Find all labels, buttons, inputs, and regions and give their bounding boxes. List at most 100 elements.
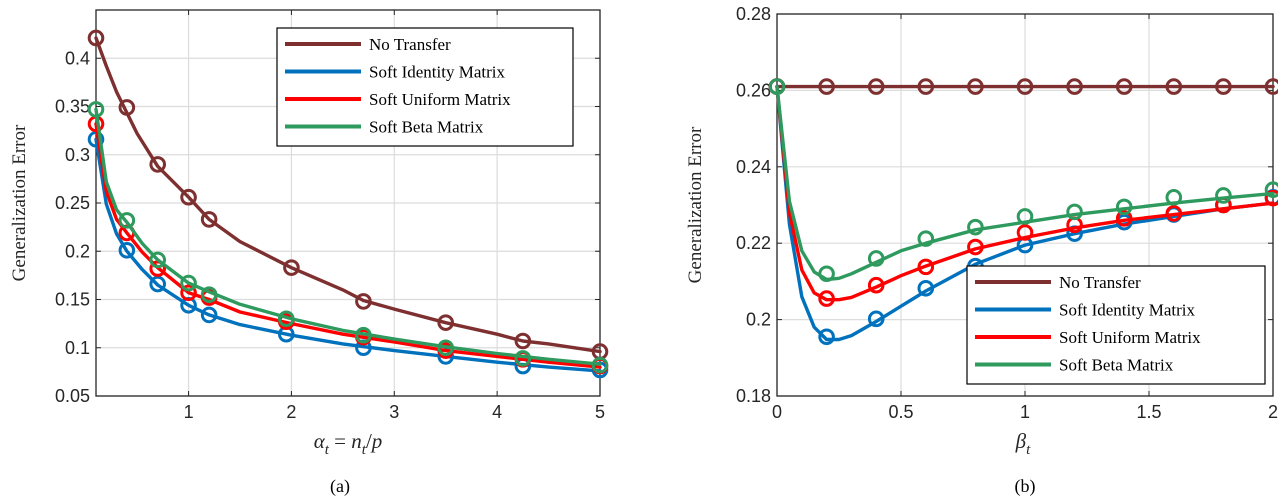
panel-b: 0 0.5 1 1.5 2 0.18 0.2 0.22 0.24 0.26 0.28 General… bbox=[685, 4, 1278, 497]
data-point-soft-beta-matrix bbox=[437, 339, 455, 357]
data-point-no-transfer bbox=[180, 188, 197, 206]
data-point-soft-uniform-matrix bbox=[1264, 189, 1278, 207]
y-tick-label: 0.26 bbox=[736, 80, 771, 100]
data-point-no-transfer bbox=[1215, 78, 1232, 95]
data-point-soft-uniform-matrix bbox=[967, 238, 984, 256]
y-tick-label: 0.28 bbox=[736, 4, 771, 24]
data-point-soft-identity-matrix bbox=[200, 306, 218, 324]
x-tick-label: 0.5 bbox=[888, 402, 913, 422]
series-line-soft-identity-matrix bbox=[94, 137, 602, 373]
caption-b: (b) bbox=[1015, 476, 1036, 497]
data-point-soft-beta-matrix bbox=[1215, 187, 1232, 204]
y-tick-label: 0.05 bbox=[55, 386, 90, 406]
data-point-no-transfer bbox=[1066, 78, 1083, 95]
data-point-no-transfer bbox=[355, 293, 372, 310]
x-tick-label: 1 bbox=[1020, 402, 1030, 422]
legend-a: No Transfer Soft Identity Matrix Soft Unif… bbox=[276, 27, 574, 147]
data-point-soft-beta-matrix bbox=[867, 250, 885, 267]
caption-a: (a) bbox=[330, 476, 350, 497]
legend-label: Soft Beta Matrix bbox=[369, 118, 484, 137]
data-point-soft-beta-matrix bbox=[149, 251, 167, 269]
data-point-soft-uniform-matrix bbox=[1165, 205, 1183, 222]
data-point-no-transfer bbox=[87, 29, 105, 47]
panel-a: 1 2 3 4 5 0.05 0.1 0.15 0.2 0.25 0.3 0.35 0.4 Genera… bbox=[9, 9, 609, 497]
legend-label: Soft Identity Matrix bbox=[1059, 301, 1195, 320]
x-axis-label-b: βt bbox=[1015, 429, 1031, 458]
legend-b: No Transfer Soft Identity Matrix Soft Unif… bbox=[966, 265, 1266, 385]
x-tick-label: 3 bbox=[389, 402, 399, 422]
series-line-soft-beta-matrix bbox=[94, 107, 602, 366]
x-tick-label: 0 bbox=[772, 402, 782, 422]
data-point-no-transfer bbox=[283, 259, 300, 276]
data-point-no-transfer bbox=[1165, 78, 1183, 95]
y-tick-label: 0.24 bbox=[736, 157, 771, 177]
series-b bbox=[768, 78, 1278, 346]
data-point-no-transfer bbox=[967, 78, 984, 95]
series-line-no-transfer bbox=[94, 36, 602, 354]
data-point-soft-beta-matrix bbox=[1066, 203, 1083, 221]
data-point-soft-beta-matrix bbox=[514, 350, 532, 367]
data-point-soft-beta-matrix bbox=[180, 274, 197, 292]
data-point-soft-beta-matrix bbox=[87, 101, 105, 118]
data-point-soft-beta-matrix bbox=[1016, 208, 1034, 225]
y-tick-label: 0.3 bbox=[65, 145, 90, 165]
data-point-no-transfer bbox=[200, 211, 218, 228]
data-point-soft-beta-matrix bbox=[1165, 189, 1183, 206]
data-point-no-transfer bbox=[1264, 78, 1278, 95]
legend-label: Soft Beta Matrix bbox=[1059, 356, 1174, 375]
data-point-no-transfer bbox=[1115, 78, 1133, 95]
data-point-no-transfer bbox=[514, 332, 532, 350]
y-tick-label: 0.18 bbox=[736, 386, 771, 406]
data-point-no-transfer bbox=[818, 78, 835, 95]
data-point-soft-beta-matrix bbox=[591, 356, 609, 374]
data-point-soft-uniform-matrix bbox=[1115, 210, 1133, 227]
data-point-soft-beta-matrix bbox=[1115, 198, 1133, 216]
series-line-soft-beta-matrix bbox=[775, 84, 1275, 282]
data-point-soft-beta-matrix bbox=[967, 218, 984, 236]
data-point-no-transfer bbox=[149, 156, 167, 173]
data-point-no-transfer bbox=[437, 314, 455, 331]
data-point-soft-beta-matrix bbox=[355, 326, 372, 344]
y-tick-label: 0.25 bbox=[55, 193, 90, 213]
legend-label: Soft Uniform Matrix bbox=[1059, 328, 1201, 347]
data-point-no-transfer bbox=[118, 99, 136, 116]
x-axis-label-a: αt = nt/p bbox=[314, 429, 383, 458]
data-point-soft-beta-matrix bbox=[1264, 181, 1278, 199]
data-point-soft-uniform-matrix bbox=[867, 276, 885, 294]
data-point-no-transfer bbox=[1016, 78, 1034, 95]
series-line-soft-identity-matrix bbox=[775, 84, 1275, 342]
data-point-soft-beta-matrix bbox=[200, 286, 218, 303]
y-tick-label: 0.1 bbox=[65, 338, 90, 358]
x-tick-label: 2 bbox=[286, 402, 296, 422]
legend-label: Soft Uniform Matrix bbox=[369, 90, 511, 109]
data-point-soft-uniform-matrix bbox=[917, 258, 935, 276]
data-point-no-transfer bbox=[867, 78, 885, 95]
x-tick-label: 4 bbox=[492, 402, 502, 422]
series-a bbox=[87, 29, 609, 379]
data-point-soft-identity-matrix bbox=[917, 279, 935, 297]
data-point-soft-beta-matrix bbox=[768, 78, 786, 95]
legend-label: No Transfer bbox=[1059, 273, 1141, 292]
y-axis-label-a: Generalization Error bbox=[9, 124, 30, 281]
data-point-soft-uniform-matrix bbox=[818, 290, 835, 307]
y-tick-label: 0.2 bbox=[65, 241, 90, 261]
y-tick-label: 0.15 bbox=[55, 290, 90, 310]
x-tick-label: 1 bbox=[184, 402, 194, 422]
y-tick-label: 0.2 bbox=[746, 310, 771, 330]
data-point-soft-identity-matrix bbox=[118, 241, 136, 259]
legend-label: No Transfer bbox=[369, 35, 451, 54]
legend-label: Soft Identity Matrix bbox=[369, 63, 505, 82]
data-point-soft-uniform-matrix bbox=[180, 284, 197, 302]
x-tick-label: 2 bbox=[1268, 402, 1278, 422]
data-point-soft-identity-matrix bbox=[867, 310, 885, 328]
y-axis-label-b: Generalization Error bbox=[685, 126, 706, 283]
ticks-a: 1 2 3 4 5 0.05 0.1 0.15 0.2 0.25 0.3 0.35 0.4 bbox=[55, 10, 605, 422]
data-point-soft-beta-matrix bbox=[118, 212, 136, 229]
data-point-soft-uniform-matrix bbox=[1016, 224, 1034, 241]
data-point-soft-identity-matrix bbox=[149, 275, 167, 293]
y-tick-label: 0.35 bbox=[55, 97, 90, 117]
x-tick-label: 5 bbox=[595, 402, 605, 422]
x-tick-label: 1.5 bbox=[1136, 402, 1161, 422]
y-tick-label: 0.4 bbox=[65, 48, 90, 68]
